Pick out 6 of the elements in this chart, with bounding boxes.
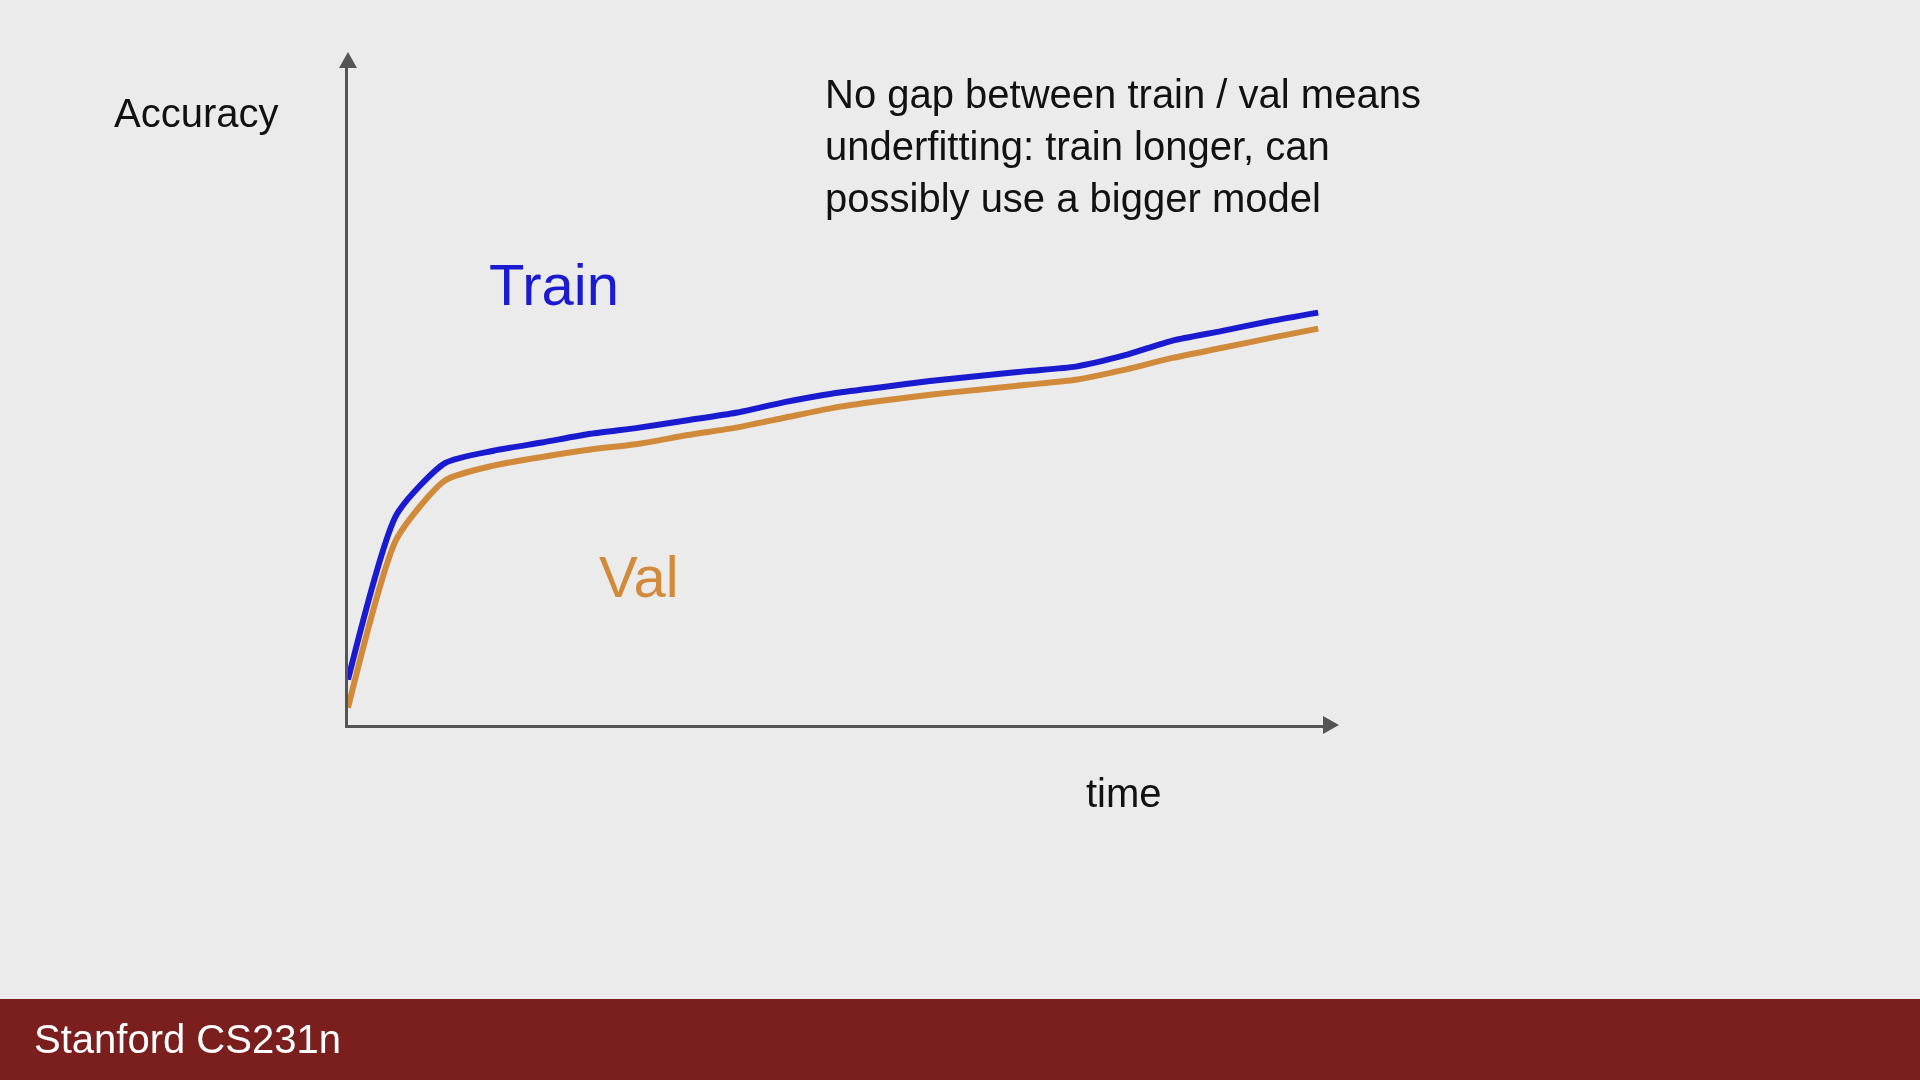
text: Stanford CS231n bbox=[34, 1017, 341, 1061]
series-label: Val bbox=[599, 544, 679, 609]
y-axis-title: Accuracy bbox=[114, 91, 279, 135]
x-axis-title: time bbox=[1086, 771, 1162, 815]
text: No gap between train / val means underfitting: train longer, can possibly use a bigger model bbox=[825, 72, 1421, 220]
series-label: Train bbox=[489, 252, 619, 317]
